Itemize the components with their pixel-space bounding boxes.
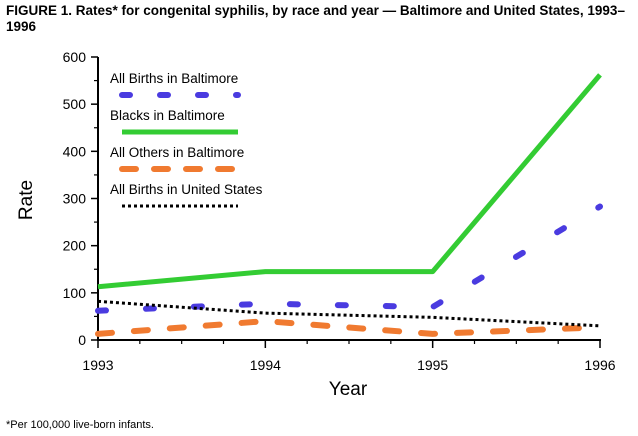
y-tick-label: 300 — [63, 191, 87, 207]
series-line — [97, 73, 602, 290]
legend-label: All Others in Baltimore — [110, 145, 244, 160]
y-tick-label: 100 — [63, 285, 87, 301]
y-tick-label: 500 — [63, 96, 87, 112]
legend-label: All Births in Baltimore — [110, 71, 238, 86]
series-line — [95, 318, 603, 337]
y-tick-label: 400 — [63, 143, 87, 159]
x-axis-label: Year — [329, 379, 368, 400]
chart-legend: All Births in Baltimore Blacks in Baltimo… — [110, 71, 263, 208]
footnote: *Per 100,000 live-born infants. — [6, 419, 154, 431]
x-tick-label: 1994 — [250, 357, 281, 373]
chart-series — [95, 73, 603, 337]
legend-label: All Births in United States — [110, 182, 263, 197]
y-tick-label: 200 — [63, 238, 87, 254]
y-axis-label: Rate — [16, 180, 37, 220]
x-tick-label: 1995 — [417, 357, 448, 373]
legend-label: Blacks in Baltimore — [110, 108, 225, 123]
chart-title: FIGURE 1. Rates* for congenital syphilis… — [6, 3, 625, 34]
y-tick-label: 0 — [78, 332, 86, 348]
series-line — [97, 299, 601, 328]
x-tick-label: 1996 — [584, 357, 615, 373]
chart-axes: 0 100 200 300 400 500 600 1993 1994 1995 1996 — [63, 49, 616, 373]
x-tick-label: 1993 — [82, 357, 113, 373]
y-tick-label: 600 — [63, 49, 87, 65]
series-line — [95, 203, 603, 314]
